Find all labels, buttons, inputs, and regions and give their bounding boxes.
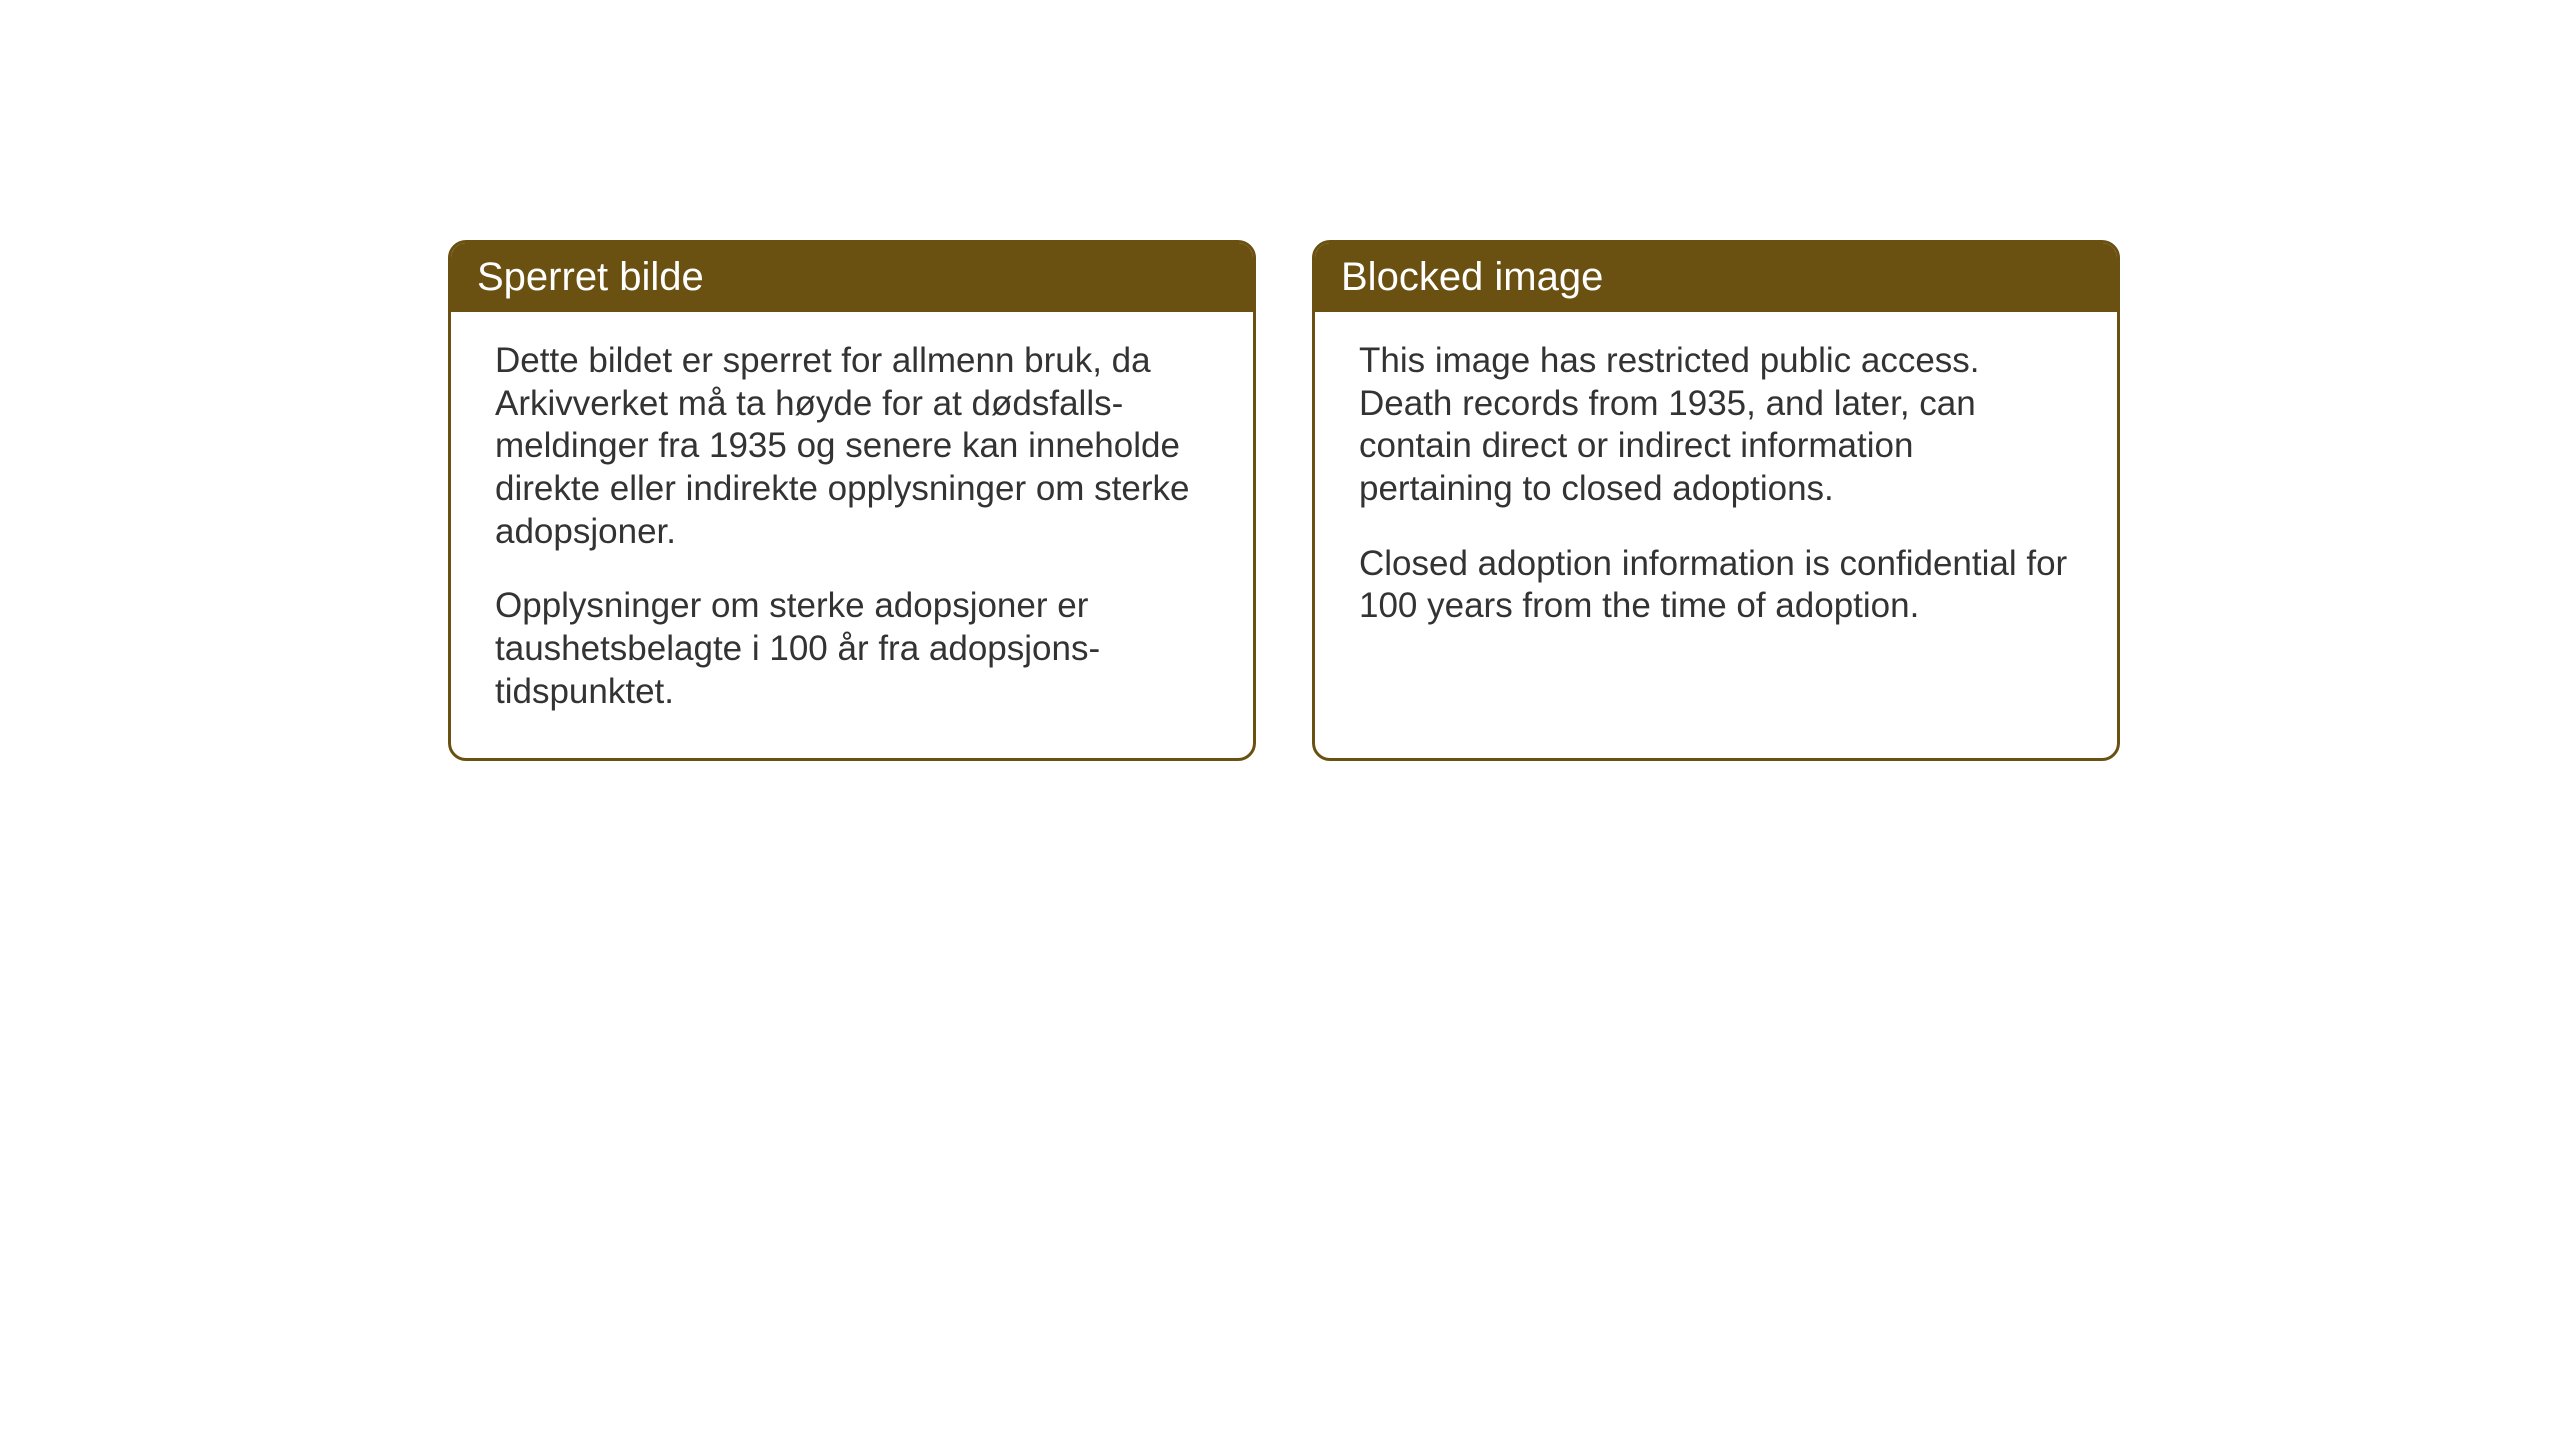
english-paragraph-2: Closed adoption information is confident… xyxy=(1359,543,2073,628)
english-card-title: Blocked image xyxy=(1315,243,2117,312)
norwegian-paragraph-2: Opplysninger om sterke adopsjoner er tau… xyxy=(495,585,1209,713)
norwegian-notice-card: Sperret bilde Dette bildet er sperret fo… xyxy=(448,240,1256,761)
norwegian-card-title: Sperret bilde xyxy=(451,243,1253,312)
english-paragraph-1: This image has restricted public access.… xyxy=(1359,340,2073,511)
english-card-body: This image has restricted public access.… xyxy=(1315,312,2117,672)
english-notice-card: Blocked image This image has restricted … xyxy=(1312,240,2120,761)
notice-container: Sperret bilde Dette bildet er sperret fo… xyxy=(448,240,2120,761)
norwegian-card-body: Dette bildet er sperret for allmenn bruk… xyxy=(451,312,1253,758)
norwegian-paragraph-1: Dette bildet er sperret for allmenn bruk… xyxy=(495,340,1209,553)
